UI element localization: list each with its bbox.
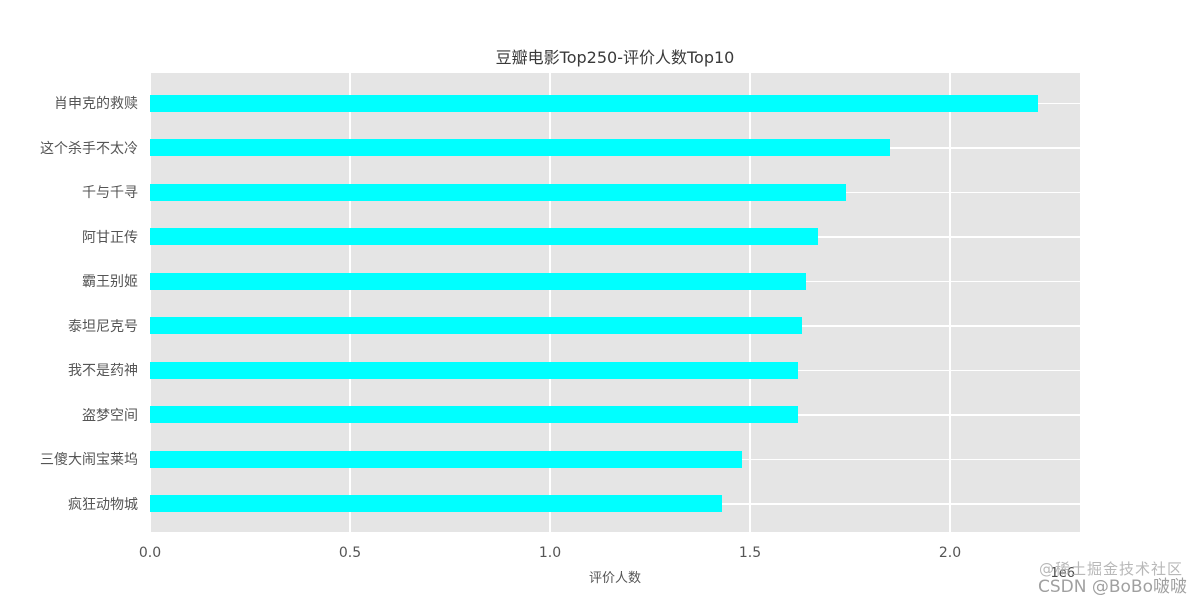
bar-row: 三傻大闹宝莱坞 <box>40 437 1080 482</box>
bar-row: 疯狂动物城 <box>68 482 1080 527</box>
bar-10 <box>150 495 722 513</box>
axis-offset-text: 1e6 <box>1050 566 1075 581</box>
bar-row: 肖申克的救赎 <box>54 81 1080 126</box>
bar-row: 盗梦空间 <box>82 393 1080 438</box>
vertical-gridline <box>749 73 751 532</box>
plot-area: 肖申克的救赎这个杀手不太冷千与千寻阿甘正传霸王别姬泰坦尼克号我不是药神盗梦空间三… <box>40 73 1080 532</box>
x-tick-label: 2.0 <box>938 545 962 561</box>
vertical-gridline <box>349 73 351 532</box>
bar-7 <box>150 361 798 379</box>
bar-3 <box>150 183 846 201</box>
bar-row: 霸王别姬 <box>82 259 1080 304</box>
x-axis-label: 评价人数 <box>588 571 641 586</box>
chart-title: 豆瓣电影Top250-评价人数Top10 <box>495 48 735 67</box>
x-tick-label: 1.0 <box>538 545 562 561</box>
y-tick-label: 霸王别姬 <box>82 274 138 291</box>
bar-8 <box>150 406 798 424</box>
bar-6 <box>150 317 802 335</box>
x-tick-label: 0.0 <box>138 545 162 561</box>
y-tick-label: 千与千寻 <box>82 185 138 202</box>
vertical-gridline <box>149 73 151 532</box>
y-tick-label: 阿甘正传 <box>82 229 138 246</box>
bar-9 <box>150 450 742 468</box>
bar-2 <box>150 139 890 157</box>
bar-row: 这个杀手不太冷 <box>40 126 1080 171</box>
bar-row: 我不是药神 <box>68 348 1080 393</box>
bar-5 <box>150 272 806 290</box>
bar-rows: 肖申克的救赎这个杀手不太冷千与千寻阿甘正传霸王别姬泰坦尼克号我不是药神盗梦空间三… <box>40 81 1080 527</box>
watermark-csdn: CSDN @BoBo啵啵 <box>1038 577 1187 597</box>
bar-row: 泰坦尼克号 <box>68 304 1080 349</box>
y-tick-label: 我不是药神 <box>68 363 138 380</box>
bar-row: 阿甘正传 <box>82 215 1080 260</box>
vertical-gridline <box>549 73 551 532</box>
watermark-juejin: @稀土掘金技术社区 <box>1038 560 1183 578</box>
y-tick-label: 肖申克的救赎 <box>54 96 138 113</box>
x-tick-label: 0.5 <box>338 545 362 561</box>
y-tick-label: 疯狂动物城 <box>68 496 138 513</box>
y-tick-label: 盗梦空间 <box>82 407 138 424</box>
bar-1 <box>150 94 1038 112</box>
y-tick-label: 这个杀手不太冷 <box>40 140 138 157</box>
x-tick-label: 1.5 <box>738 545 762 561</box>
bar-row: 千与千寻 <box>82 170 1080 215</box>
y-tick-label: 泰坦尼克号 <box>68 318 138 335</box>
bar-4 <box>150 228 818 246</box>
y-tick-label: 三傻大闹宝莱坞 <box>40 452 138 469</box>
vertical-gridline <box>949 73 951 532</box>
